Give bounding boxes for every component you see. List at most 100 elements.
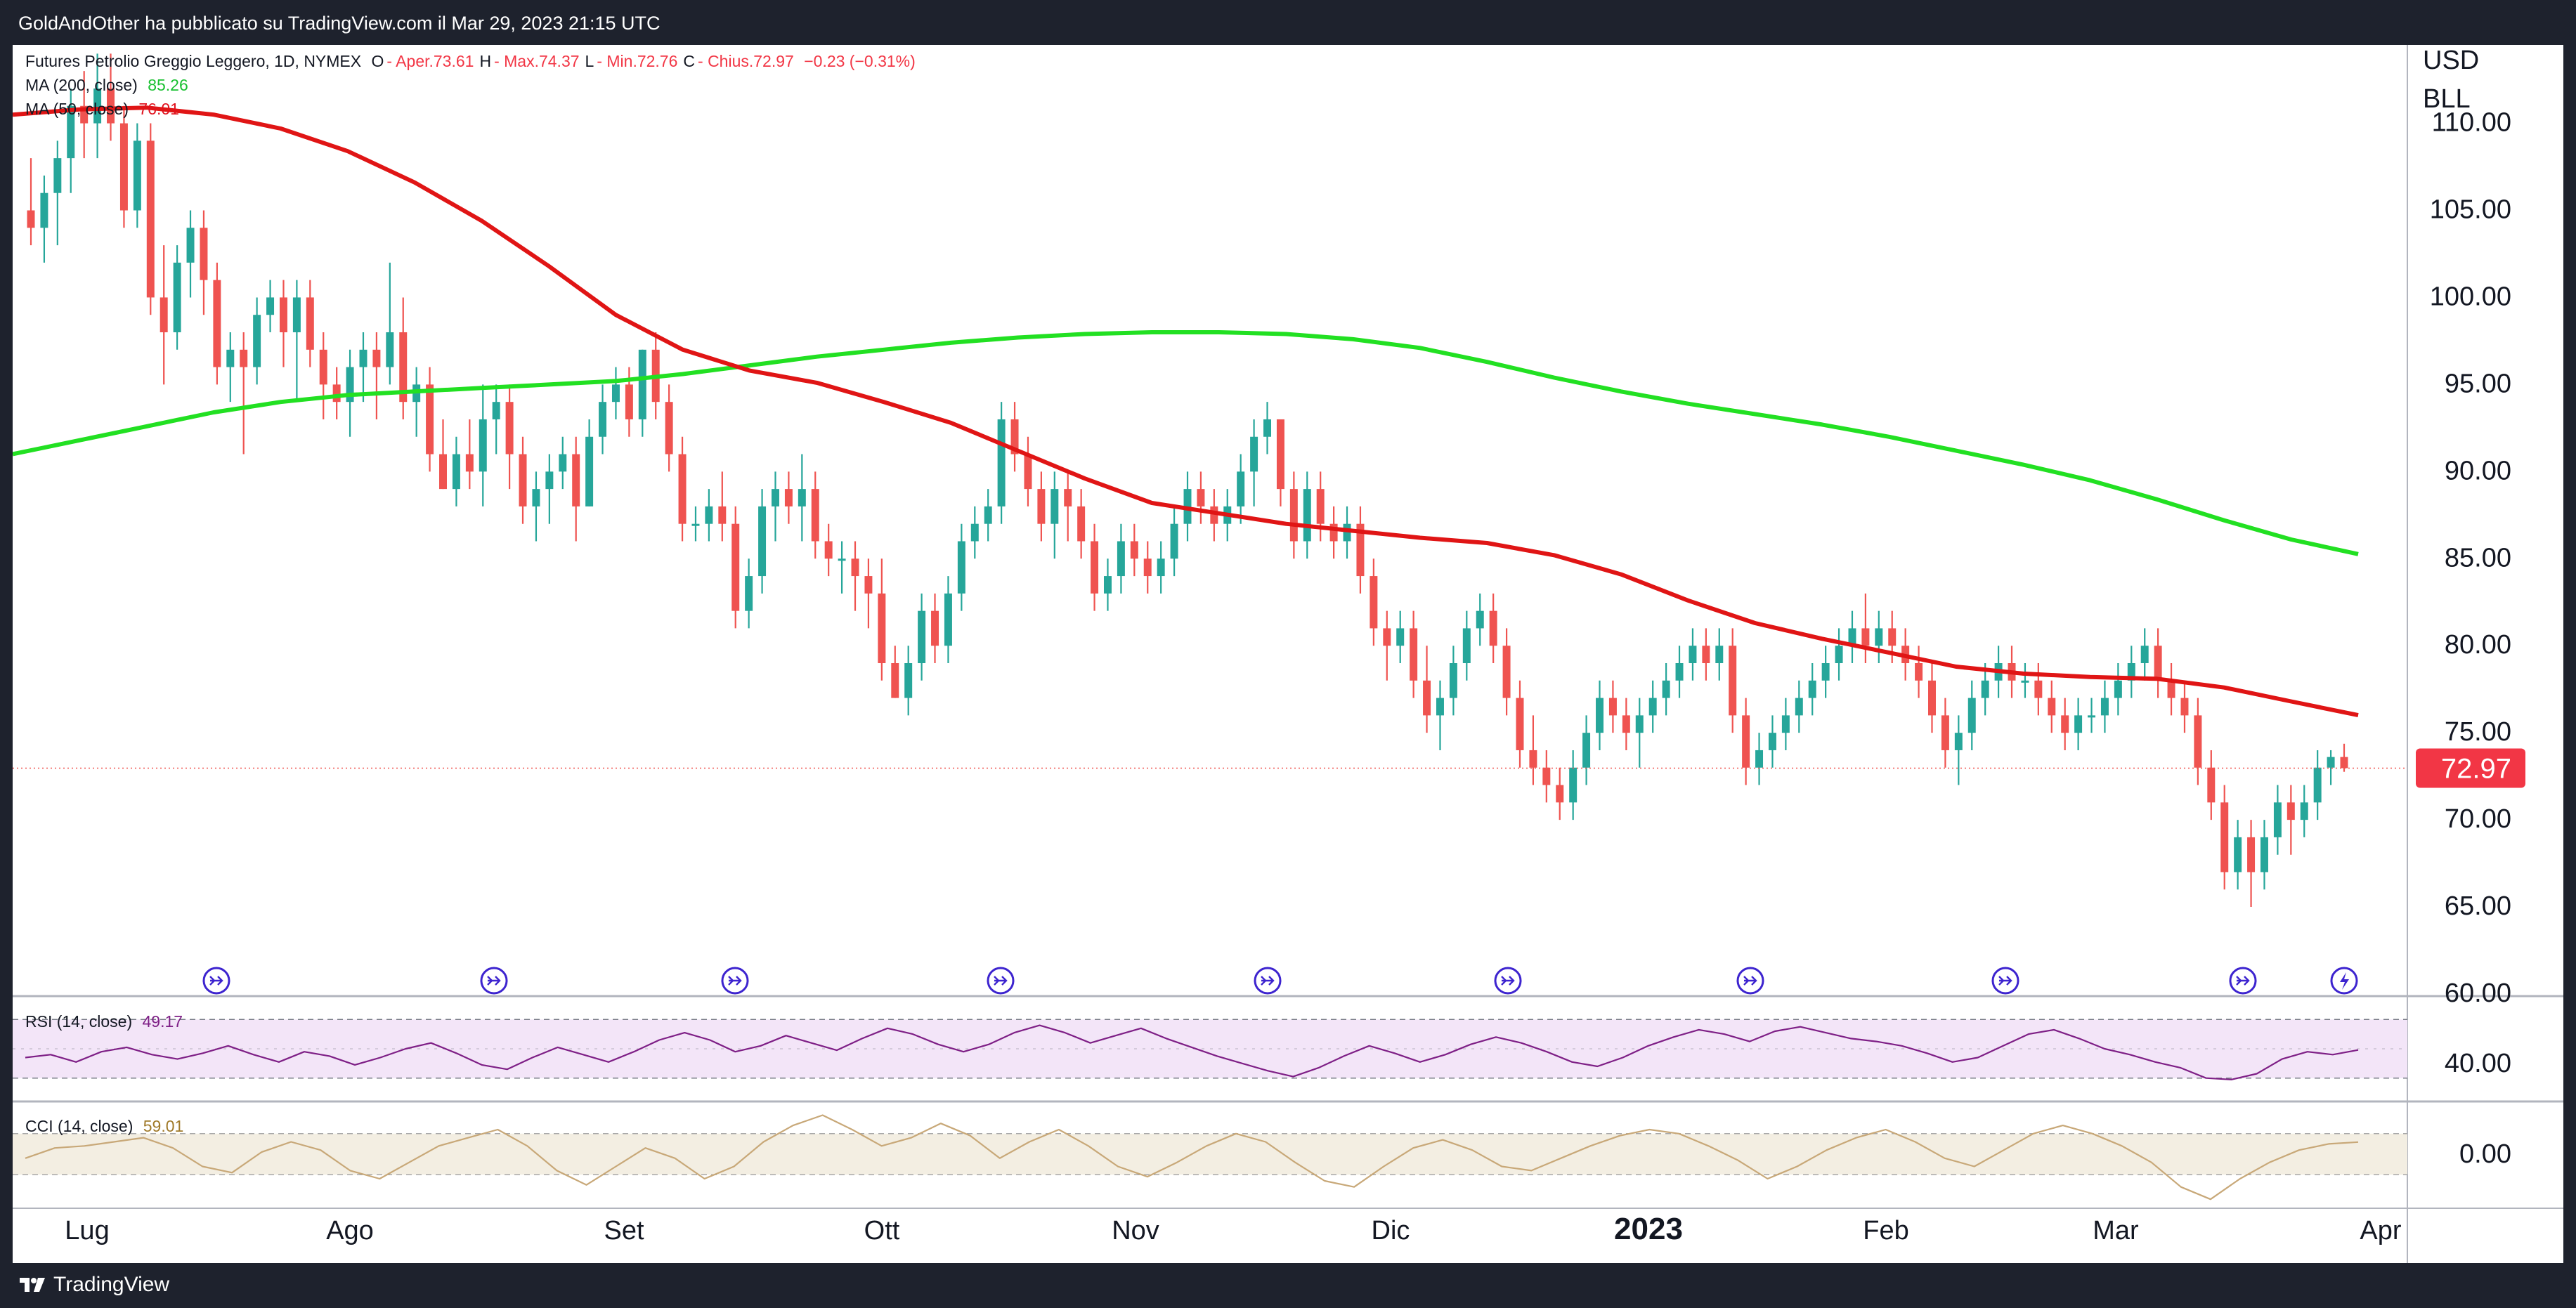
candle xyxy=(997,402,1006,524)
candle xyxy=(1037,471,1046,542)
candle-body xyxy=(1808,680,1816,698)
price-tick-label: 60.00 xyxy=(2445,979,2511,1008)
time-tick-label: Feb xyxy=(1863,1216,1908,1245)
cci-line xyxy=(25,1114,2359,1201)
candle-body xyxy=(1462,628,1471,664)
candle xyxy=(1915,646,1923,698)
candle-body xyxy=(891,663,899,698)
event-arrow-icon xyxy=(1991,967,2019,995)
candle-body xyxy=(133,140,141,211)
candle-body xyxy=(772,489,779,506)
candle-body xyxy=(1143,558,1152,577)
candle xyxy=(67,88,75,193)
candle-body xyxy=(864,576,873,594)
currency-label: USD xyxy=(2423,46,2479,75)
candle-body xyxy=(2260,837,2268,872)
candle-body xyxy=(2140,646,2149,664)
rsi-label: RSI (14, close) xyxy=(25,1012,133,1031)
candle xyxy=(292,280,301,403)
candle-body xyxy=(1768,733,1776,750)
candle-body xyxy=(545,471,554,490)
candle-body xyxy=(426,384,434,454)
candle-body xyxy=(878,593,886,664)
price-tick-label: 80.00 xyxy=(2445,630,2511,660)
candle xyxy=(824,523,833,577)
candle xyxy=(2286,785,2295,855)
candle-body xyxy=(1755,750,1764,768)
candle-body xyxy=(1848,628,1856,646)
candle-body xyxy=(1436,698,1444,716)
chart-frame[interactable]: 110.00 105.00 100.00 95.00 90.00 85.00 80.00 75… xyxy=(13,45,2563,1263)
candle xyxy=(1954,715,1963,785)
time-tick-label: Mar xyxy=(2093,1216,2139,1245)
candle-body xyxy=(1050,489,1059,524)
candle xyxy=(772,471,779,542)
price-tick-label: 95.00 xyxy=(2445,369,2511,398)
candle xyxy=(1077,489,1086,559)
candle-body xyxy=(918,610,926,664)
candle xyxy=(1556,767,1564,820)
candle xyxy=(173,245,181,350)
price-tick-label: 105.00 xyxy=(2430,195,2511,224)
candle-body xyxy=(2100,698,2109,716)
candle xyxy=(2154,628,2162,698)
candle-body xyxy=(519,454,527,506)
candle xyxy=(253,297,261,385)
candle-body xyxy=(386,332,394,367)
candle xyxy=(599,384,607,454)
time-tick-label: 2023 xyxy=(1614,1212,1683,1246)
symbol-legend: Futures Petrolio Greggio Leggero, 1D, NY… xyxy=(25,52,916,71)
candle xyxy=(532,471,540,542)
candle xyxy=(93,53,102,159)
candle xyxy=(1648,680,1657,733)
candle-body xyxy=(1263,419,1272,437)
candle-body xyxy=(266,297,275,315)
footer-bar: TradingView xyxy=(0,1263,2576,1308)
candle xyxy=(918,593,926,681)
candle-body xyxy=(798,489,806,506)
candle xyxy=(2327,750,2335,785)
candle-body xyxy=(1556,785,1564,803)
candle xyxy=(864,558,873,629)
candle-body xyxy=(758,506,767,577)
candle-body xyxy=(80,105,89,124)
candle xyxy=(1808,663,1816,716)
candle-body xyxy=(465,454,474,472)
rsi-legend[interactable]: RSI (14, close) 49.17 xyxy=(25,1012,183,1031)
candle xyxy=(439,419,447,490)
candle xyxy=(2140,628,2149,681)
candle xyxy=(731,506,740,629)
candle-body xyxy=(107,88,115,124)
cci-legend[interactable]: CCI (14, close) 59.01 xyxy=(25,1117,183,1136)
candle-body xyxy=(2167,680,2175,698)
ma50-label: MA (50, close) xyxy=(25,100,129,118)
candle-body xyxy=(1622,715,1630,733)
candle-body xyxy=(1237,471,1245,506)
candle-body xyxy=(2154,646,2162,681)
candle xyxy=(1729,628,1737,733)
candle xyxy=(891,646,899,698)
chart-canvas[interactable]: 110.00 105.00 100.00 95.00 90.00 85.00 80.00 75… xyxy=(13,45,2563,1263)
time-tick-label: Lug xyxy=(65,1216,109,1245)
candle xyxy=(572,436,580,542)
candle-body xyxy=(1715,646,1724,664)
candle xyxy=(1981,663,1989,716)
ma200-legend[interactable]: MA (200, close) 85.26 xyxy=(25,76,188,95)
ma200-value: 85.26 xyxy=(148,76,188,94)
candle xyxy=(2340,743,2348,772)
candle-body xyxy=(1915,663,1923,681)
candle xyxy=(2194,698,2202,785)
candle-body xyxy=(2048,698,2056,716)
candle-body xyxy=(1356,523,1365,577)
candle xyxy=(718,471,727,542)
tradingview-logo[interactable]: TradingView xyxy=(18,1273,169,1297)
candle xyxy=(1768,715,1776,768)
candle xyxy=(2021,663,2029,698)
candle-body xyxy=(40,192,48,228)
candle xyxy=(1462,610,1471,681)
candle xyxy=(133,123,141,228)
ma50-value: 76.01 xyxy=(138,100,179,118)
ma50-legend[interactable]: MA (50, close) 76.01 xyxy=(25,100,179,119)
candle-body xyxy=(1648,698,1657,716)
ohlc-value: - Aper.73.61 xyxy=(386,52,474,70)
